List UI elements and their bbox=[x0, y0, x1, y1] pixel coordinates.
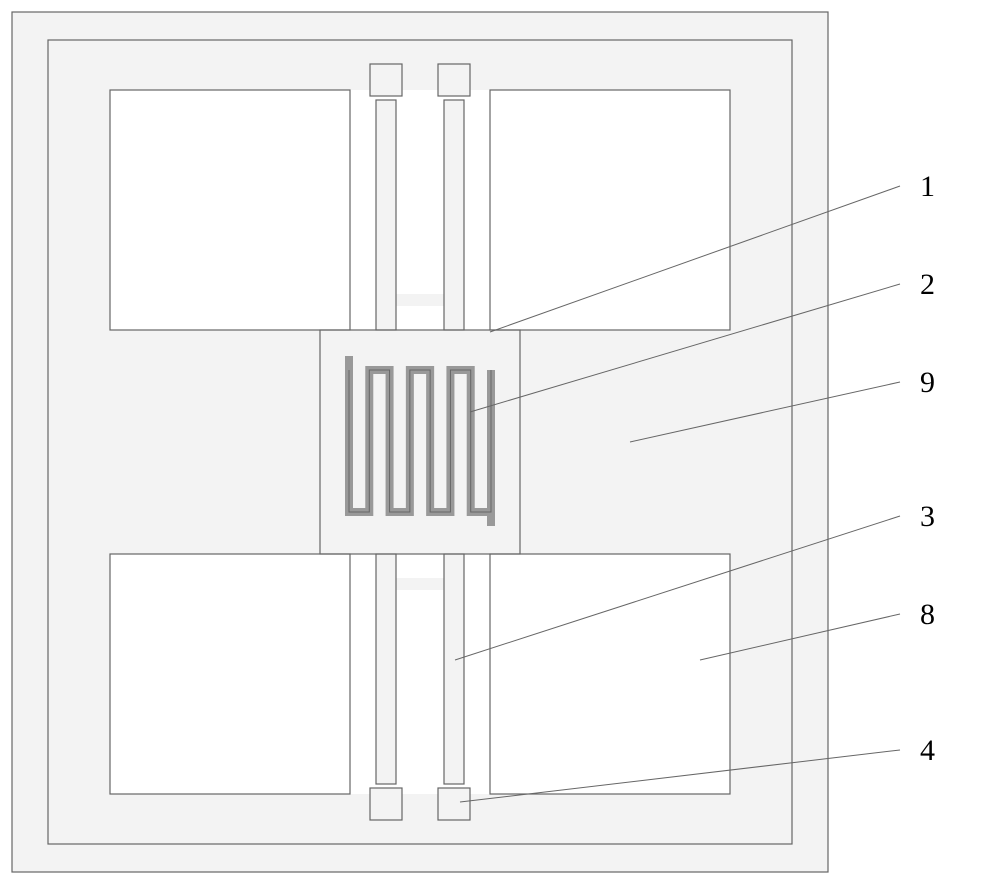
pad-bl bbox=[370, 788, 402, 820]
label-8: 8 bbox=[920, 598, 935, 632]
cut-br bbox=[490, 554, 730, 794]
stem-tr bbox=[444, 100, 464, 330]
label-1: 1 bbox=[920, 170, 935, 204]
cut-tl bbox=[110, 90, 350, 330]
pad-tl bbox=[370, 64, 402, 96]
cut-bl bbox=[110, 554, 350, 794]
stem-bl bbox=[376, 554, 396, 784]
label-9: 9 bbox=[920, 366, 935, 400]
cut-tr bbox=[490, 90, 730, 330]
diagram-stage: 1 2 9 3 8 4 bbox=[0, 0, 1000, 884]
crossbar-bot bbox=[396, 578, 444, 590]
crossbar-top bbox=[396, 294, 444, 306]
stem-tl bbox=[376, 100, 396, 330]
label-4: 4 bbox=[920, 734, 935, 768]
stem-br bbox=[444, 554, 464, 784]
pad-tr bbox=[438, 64, 470, 96]
label-2: 2 bbox=[920, 268, 935, 302]
diagram-svg bbox=[0, 0, 1000, 884]
pad-br bbox=[438, 788, 470, 820]
label-3: 3 bbox=[920, 500, 935, 534]
